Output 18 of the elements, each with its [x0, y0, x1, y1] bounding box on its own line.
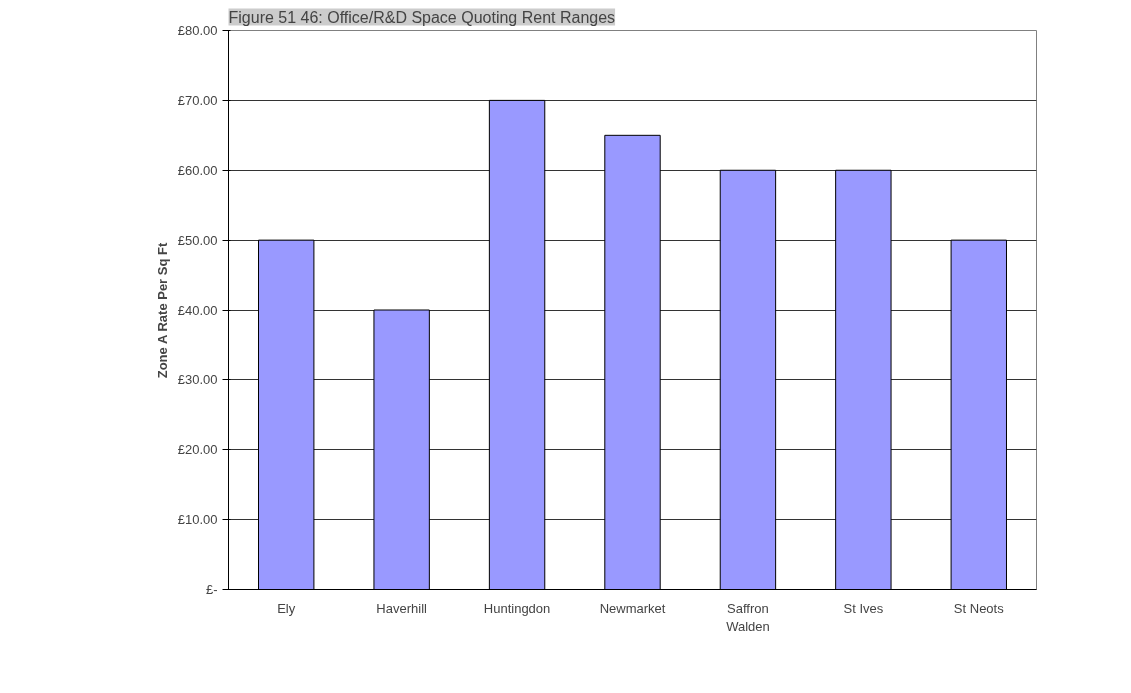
y-tick-label: £20.00 — [177, 442, 218, 458]
y-tick-label: £80.00 — [177, 23, 218, 38]
y-tick-label: £70.00 — [177, 92, 218, 108]
y-tick-label: £40.00 — [177, 302, 218, 318]
y-axis-title: Zone A Rate Per Sq Ft — [154, 242, 170, 379]
x-tick-label: St Neots — [953, 600, 1005, 616]
y-tick-label: £- — [205, 582, 218, 597]
x-tick-label: Saffron Walden — [726, 600, 770, 634]
x-tick-label: St Ives — [843, 600, 884, 616]
y-tick-label: £50.00 — [177, 232, 218, 248]
x-tick-label: Ely — [277, 600, 296, 616]
x-tick-label: Newmarket — [599, 600, 666, 616]
chart-title: Figure 51 46: Office/R&D Space Quoting Rent Ranges — [228, 8, 616, 26]
x-tick-label: Haverhill — [376, 600, 428, 616]
y-tick-label: £10.00 — [177, 512, 218, 528]
x-tick-label: Huntingdon — [483, 600, 551, 616]
y-tick-label: £60.00 — [177, 162, 218, 178]
y-tick-label: £30.00 — [177, 372, 218, 388]
